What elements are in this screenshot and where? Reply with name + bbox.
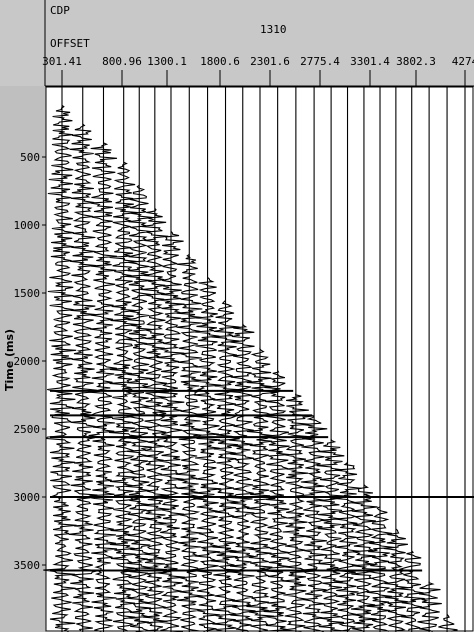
offset-label: OFFSET (50, 37, 90, 50)
cdp-value: 1310 (260, 23, 287, 36)
seismic-trace (43, 104, 77, 632)
seismic-trace (140, 207, 171, 632)
y-tick-label: 1000 (14, 219, 41, 232)
x-axis-ticks: 301.41 800.96 1300.1 1800.6 2301.6 2775.4 3301… (42, 55, 474, 86)
y-tick-label: 1500 (14, 287, 41, 300)
y-tick-label: 3000 (14, 491, 41, 504)
seismic-trace (210, 300, 250, 632)
seismic-trace (281, 393, 316, 632)
x-tick-label: 1800.6 (200, 55, 240, 68)
seismic-trace (417, 581, 442, 632)
x-tick-label: 800.96 (102, 55, 142, 68)
seismic-trace (259, 370, 290, 632)
x-tick-label: 4274 (452, 55, 474, 68)
seismic-trace (222, 323, 256, 632)
seismic-trace (296, 415, 328, 632)
y-axis-title: Time (ms) (3, 329, 16, 391)
x-tick-label: 3301.4 (350, 55, 390, 68)
y-tick-label: 500 (20, 151, 40, 164)
x-tick-label: 2775.4 (300, 55, 340, 68)
seismic-trace (366, 506, 395, 632)
y-axis: 500 1000 1500 2000 2500 3000 3500 (14, 151, 46, 572)
seismic-trace (68, 123, 101, 632)
seismic-traces (43, 104, 458, 632)
seismic-trace (85, 142, 118, 632)
seismic-trace (397, 550, 425, 631)
seismic-trace (350, 484, 387, 632)
seismic-trace (117, 184, 154, 632)
header-panel (0, 0, 474, 86)
x-tick-label: 3802.3 (396, 55, 436, 68)
seismic-trace (383, 528, 409, 632)
seismic-trace (246, 347, 278, 632)
seismic-trace (329, 461, 362, 632)
seismic-trace (108, 161, 142, 632)
seismic-trace (438, 614, 458, 632)
x-tick-label: 2301.6 (250, 55, 290, 68)
y-tick-label: 3500 (14, 559, 41, 572)
y-tick-label: 2500 (14, 423, 41, 436)
strong-reflections (45, 86, 474, 632)
plot-frame (45, 86, 474, 632)
x-tick-label: 1300.1 (147, 55, 187, 68)
x-tick-label: 301.41 (42, 55, 82, 68)
seismic-trace (316, 438, 351, 632)
seismic-trace (153, 231, 186, 632)
y-tick-label: 2000 (14, 355, 41, 368)
cdp-label: CDP (50, 4, 70, 17)
